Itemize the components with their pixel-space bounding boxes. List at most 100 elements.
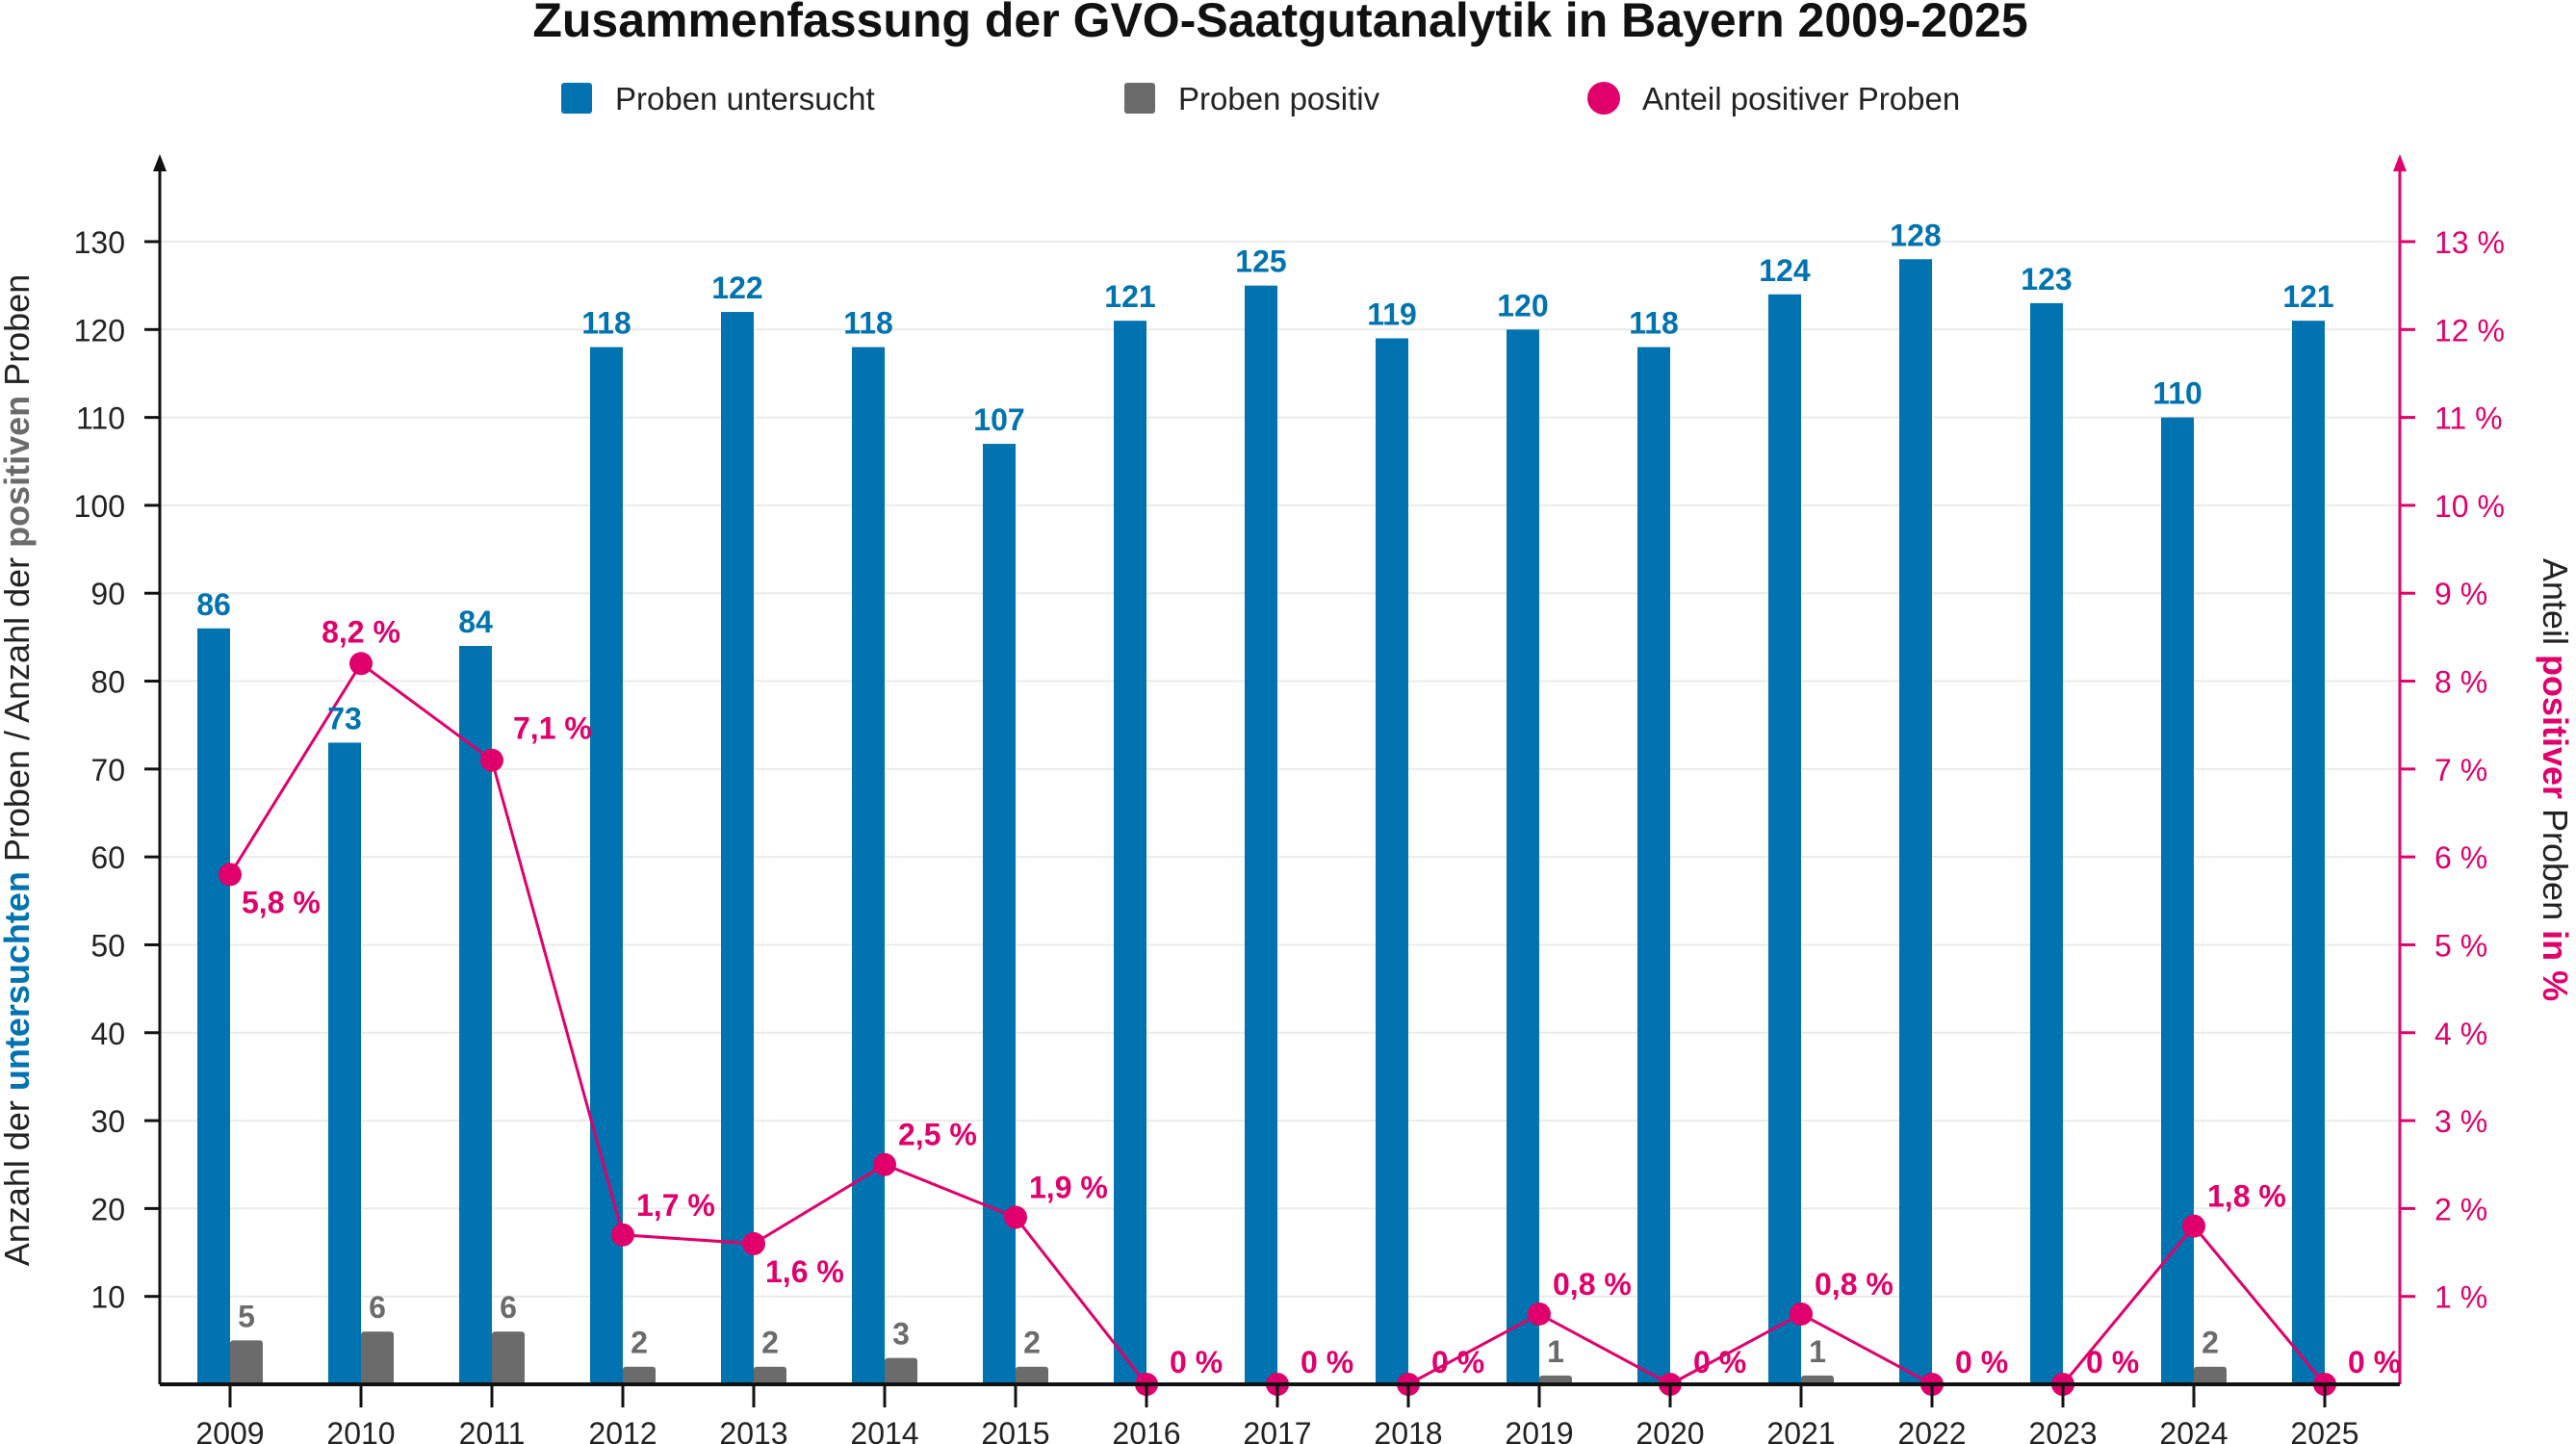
x-tick-label: 2023 [2028, 1416, 2097, 1444]
value-label-anteil: 0 % [1693, 1345, 1746, 1380]
x-tick-label: 2018 [1374, 1416, 1442, 1444]
value-label-untersucht: 123 [2021, 262, 2072, 297]
y-tick-label-left: 120 [74, 313, 125, 348]
y-tick-label-left: 50 [90, 928, 125, 963]
value-label-untersucht: 73 [327, 701, 362, 735]
bar-proben-positiv [623, 1366, 656, 1384]
y-tick-label-left: 90 [90, 577, 125, 611]
bar-proben-untersucht [2161, 417, 2194, 1385]
bar-proben-untersucht [852, 347, 885, 1385]
bar-proben-untersucht [2030, 302, 2063, 1384]
point-anteil-positiv [1790, 1302, 1813, 1326]
value-label-untersucht: 124 [1759, 253, 1811, 288]
value-label-positiv: 2 [761, 1326, 779, 1360]
legend-swatch [561, 83, 592, 114]
value-label-untersucht: 118 [843, 306, 893, 341]
point-anteil-positiv [219, 863, 242, 887]
y-tick-label-right: 5 % [2434, 928, 2487, 963]
value-label-positiv: 1 [1547, 1334, 1564, 1369]
y-axis-title-left-part: untersuchten [0, 871, 37, 1091]
bar-proben-positiv [361, 1331, 394, 1384]
value-label-untersucht: 86 [196, 587, 231, 622]
value-label-anteil: 7,1 % [513, 711, 592, 746]
bar-proben-positiv [2194, 1366, 2227, 1384]
x-tick-label: 2025 [2290, 1416, 2358, 1444]
axes: 10 1 % 20 2 % 30 3 % 40 4 % 50 5 % 60 6 % 70 7 % 80 8 %… [0, 154, 2575, 1444]
value-label-untersucht: 121 [2282, 279, 2333, 314]
y-axis-title-left-part: Anzahl der [0, 1091, 37, 1266]
legend-swatch [1124, 83, 1155, 114]
y-tick-label-right: 1 % [2434, 1280, 2487, 1315]
value-label-untersucht: 107 [973, 402, 1024, 437]
value-label-anteil: 0,8 % [1553, 1267, 1632, 1302]
value-label-anteil: 5,8 % [242, 885, 321, 919]
x-tick-label: 2009 [195, 1416, 264, 1444]
bar-proben-positiv [885, 1357, 917, 1384]
y-axis-right-arrow-icon [2393, 154, 2407, 171]
point-anteil-positiv [611, 1223, 634, 1247]
y-tick-label-right: 10 % [2434, 489, 2505, 524]
value-label-anteil: 1,9 % [1029, 1171, 1108, 1205]
value-label-positiv: 3 [892, 1317, 910, 1352]
bar-proben-untersucht [1245, 285, 1277, 1385]
value-label-anteil: 0 % [1170, 1345, 1223, 1380]
bar-proben-untersucht [1114, 321, 1146, 1385]
value-label-anteil: 0 % [2086, 1345, 2139, 1380]
y-axis-title-right: Anteil positiver Proben in % [2536, 558, 2575, 1001]
bar-proben-untersucht [983, 444, 1016, 1384]
y-tick-label-right: 7 % [2434, 753, 2487, 787]
point-anteil-positiv [2182, 1214, 2205, 1238]
y-axis-title-right-part: positiver [2536, 655, 2575, 799]
y-tick-label-right: 2 % [2434, 1192, 2487, 1226]
bar-proben-positiv [492, 1331, 525, 1384]
value-label-anteil: 0 % [1955, 1345, 2008, 1380]
gridlines [160, 241, 2400, 1298]
point-anteil-positiv [1004, 1205, 1027, 1229]
value-label-positiv: 1 [1809, 1334, 1826, 1369]
value-label-anteil: 2,5 % [898, 1118, 977, 1152]
y-tick-label-right: 3 % [2434, 1104, 2487, 1139]
bars [197, 259, 2325, 1385]
y-axis-title-right-part: in % [2536, 930, 2575, 1001]
legend-label: Proben untersucht [615, 81, 875, 116]
y-axis-title-left-part: positiven [0, 396, 37, 548]
y-tick-label-right: 4 % [2434, 1017, 2487, 1051]
point-anteil-positiv [873, 1152, 896, 1176]
x-tick-label: 2020 [1636, 1416, 1704, 1444]
point-anteil-positiv [480, 748, 503, 772]
value-label-anteil: 1,7 % [636, 1188, 715, 1223]
bar-proben-positiv [1016, 1366, 1048, 1384]
y-tick-label-left: 130 [74, 225, 125, 260]
bar-proben-untersucht [197, 628, 230, 1384]
bar-proben-untersucht [721, 312, 754, 1384]
y-tick-label-left: 30 [90, 1104, 125, 1139]
x-tick-label: 2021 [1766, 1416, 1835, 1444]
x-tick-label: 2010 [326, 1416, 395, 1444]
value-label-anteil: 1,8 % [2207, 1179, 2286, 1214]
value-label-positiv: 2 [631, 1326, 648, 1360]
bar-proben-positiv [230, 1340, 263, 1384]
bar-proben-positiv [1801, 1375, 1834, 1384]
value-label-anteil: 0,8 % [1815, 1267, 1893, 1302]
x-tick-label: 2022 [1897, 1416, 1966, 1444]
point-anteil-positiv [1528, 1302, 1551, 1326]
y-axis-title-right-part: Proben [2536, 799, 2575, 930]
value-label-untersucht: 121 [1104, 279, 1155, 314]
value-label-positiv: 6 [369, 1290, 386, 1325]
chart-title: Zusammenfassung der GVO-Saatgutanalytik … [532, 0, 2027, 47]
y-tick-label-left: 20 [90, 1192, 125, 1226]
y-axis-title-left-part: Proben / Anzahl der [0, 548, 37, 871]
y-tick-label-left: 110 [76, 401, 125, 436]
x-tick-label: 2016 [1112, 1416, 1180, 1444]
x-tick-label: 2024 [2159, 1416, 2228, 1444]
y-tick-label-right: 11 % [2434, 401, 2503, 436]
value-label-untersucht: 110 [2152, 376, 2202, 411]
value-label-untersucht: 122 [711, 271, 762, 305]
bar-proben-untersucht [1507, 329, 1539, 1385]
bar-proben-untersucht [1768, 294, 1801, 1384]
value-label-anteil: 0 % [2348, 1345, 2401, 1380]
y-tick-label-left: 70 [90, 753, 125, 787]
value-label-untersucht: 118 [581, 306, 631, 341]
value-label-anteil: 0 % [1431, 1345, 1484, 1380]
